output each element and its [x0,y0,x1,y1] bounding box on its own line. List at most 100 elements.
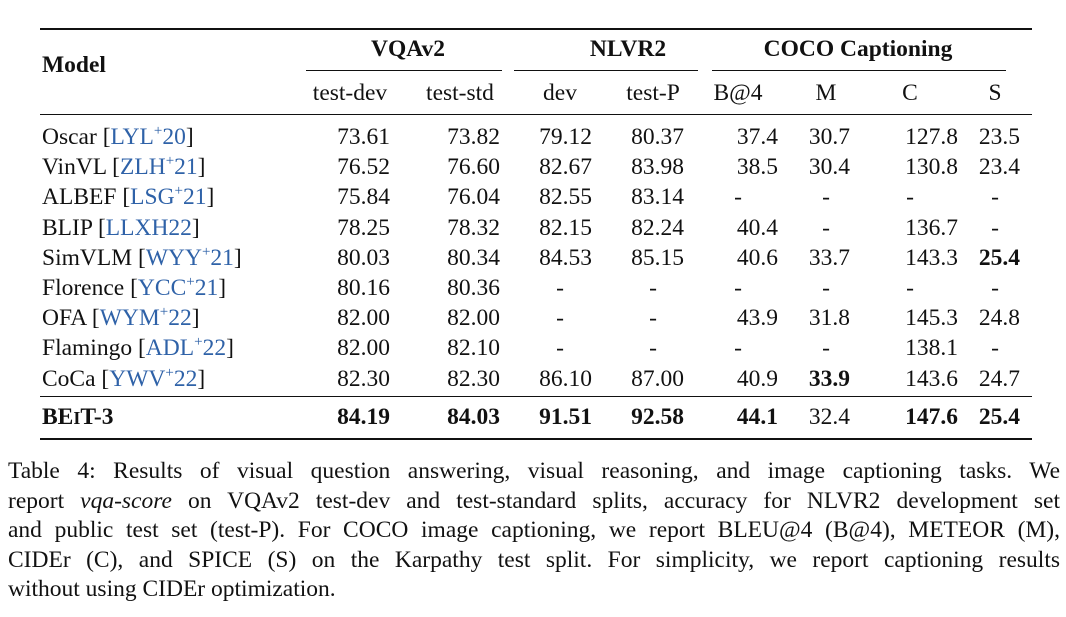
row-albef-value-3: 83.14 [631,184,684,211]
row-vinvl-value-4: 38.5 [736,154,778,181]
row-blip-value-2: 82.15 [539,214,592,241]
row-ofa-value-1: 82.00 [447,305,500,332]
citation-link[interactable]: YWV+22 [109,364,198,392]
row-flamingo-value-6: 138.1 [905,335,958,362]
model-name-simvlm: SimVLM [WYY+21] [42,243,242,271]
row-albef-value-5: - [822,184,830,211]
citation-link[interactable]: ZLH+21 [120,153,198,181]
model-header: Model [42,52,106,78]
caption-line-2: report vqa-score on VQAv2 test-dev and t… [8,487,1060,514]
row-simvlm-value-6: 143.3 [905,244,958,271]
row-blip-value-3: 82.24 [631,214,684,241]
row-flamingo-value-5: - [822,335,830,362]
row-vinvl-value-0: 76.52 [337,154,390,181]
row-coca-value-2: 86.10 [539,365,592,392]
group-rule-nlvr2 [514,70,698,71]
row-florence-value-5: - [822,275,830,301]
row-coca-value-4: 40.9 [736,365,778,392]
row-albef-value-6: - [906,184,914,211]
citation-link[interactable]: YCC+21 [137,274,219,302]
subheader-c: C [902,80,918,106]
row-florence-value-4: - [734,275,742,301]
row-simvlm-value-0: 80.03 [337,244,390,271]
model-name-oscar: Oscar [LYL+20] [42,123,194,151]
caption-line-1: Table 4: Results of visual question answ… [8,458,1060,484]
model-name-vinvl: VinVL [ZLH+21] [42,153,206,181]
row-ofa-value-6: 145.3 [905,305,958,332]
row-vinvl-value-3: 83.98 [631,154,684,181]
subheader-test-std: test-std [426,80,494,106]
row-florence-value-3: - [649,275,657,301]
row-blip-value-1: 78.32 [447,214,500,241]
row-flamingo-value-1: 82.10 [447,335,500,362]
row-ofa-value-0: 82.00 [337,305,390,332]
row-albef-value-2: 82.55 [539,184,592,211]
model-name-coca: CoCa [YWV+22] [42,364,206,392]
subheader-dev: dev [543,80,577,106]
row-florence-value-1: 80.36 [447,275,500,301]
row-albef-value-0: 75.84 [337,184,390,211]
citation-link[interactable]: LLXH22 [105,214,192,241]
row-coca-value-3: 87.00 [631,365,684,392]
caption-line-4: CIDEr (C), and SPICE (S) on the Karpathy… [8,546,1060,573]
row-simvlm-value-5: 33.7 [808,244,850,271]
caption-line-5: without using CIDEr optimization. [8,576,336,602]
citation-link[interactable]: LYL+20 [110,123,186,151]
row-oscar-value-7: 23.5 [978,124,1020,150]
mid-rule [40,396,1032,397]
row-blip-value-7: - [991,214,999,241]
row-vinvl-value-2: 82.67 [539,154,592,181]
row-flamingo-value-3: - [649,335,657,362]
row-simvlm-value-7: 25.4 [978,244,1020,271]
model-name-florence: Florence [YCC+21] [42,274,227,302]
row-blip-value-5: - [822,214,830,241]
row-florence-value-6: - [906,275,914,301]
row-beit-3-value-4: 44.1 [736,404,778,430]
row-florence-value-7: - [991,275,999,301]
row-coca-value-7: 24.7 [978,365,1020,392]
model-name-blip: BLIP [LLXH22] [42,214,200,241]
row-flamingo-value-2: - [556,335,564,362]
row-florence-value-0: 80.16 [337,275,390,301]
caption-emphasis: vqa-score [80,487,172,514]
row-simvlm-value-2: 84.53 [539,244,592,271]
row-blip-value-4: 40.4 [736,214,778,241]
row-ofa-value-3: - [649,305,657,332]
citation-link[interactable]: WYM+22 [99,304,192,332]
subheader-s: S [988,80,1002,106]
row-vinvl-value-7: 23.4 [978,154,1020,181]
top-rule [40,28,1032,30]
row-coca-value-1: 82.30 [447,365,500,392]
group-rule-vqav2 [306,70,502,71]
row-flamingo-value-0: 82.00 [337,335,390,362]
row-albef-value-1: 76.04 [447,184,500,211]
row-vinvl-value-1: 76.60 [447,154,500,181]
citation-link[interactable]: LSG+21 [130,183,207,211]
subheader-m: M [815,80,837,106]
citation-link[interactable]: WYY+21 [145,243,234,271]
caption-line-3: and public test set (test-P). For COCO i… [8,517,1060,543]
group-header-vqav2: VQAv2 [371,36,445,62]
header-rule [40,114,1032,115]
row-ofa-value-2: - [556,305,564,332]
model-name-flamingo: Flamingo [ADL+22] [42,334,234,362]
row-beit-3-value-3: 92.58 [631,404,684,430]
row-oscar-value-4: 37.4 [736,124,778,150]
model-name-ofa: OFA [WYM+22] [42,304,200,332]
row-albef-value-7: - [991,184,999,211]
row-beit-3-value-1: 84.03 [447,404,500,430]
row-ofa-value-7: 24.8 [978,305,1020,332]
subheader-test-dev: test-dev [312,80,388,106]
row-vinvl-value-5: 30.4 [808,154,850,181]
row-coca-value-6: 143.6 [905,365,958,392]
row-vinvl-value-6: 130.8 [905,154,958,181]
row-simvlm-value-1: 80.34 [447,244,500,271]
row-coca-value-5: 33.9 [808,365,850,392]
row-beit-3-value-7: 25.4 [978,404,1020,430]
row-oscar-value-0: 73.61 [337,124,390,150]
row-oscar-value-3: 80.37 [631,124,684,150]
row-ofa-value-5: 31.8 [808,305,850,332]
row-oscar-value-2: 79.12 [539,124,592,150]
row-coca-value-0: 82.30 [337,365,390,392]
citation-link[interactable]: ADL+22 [145,334,227,362]
